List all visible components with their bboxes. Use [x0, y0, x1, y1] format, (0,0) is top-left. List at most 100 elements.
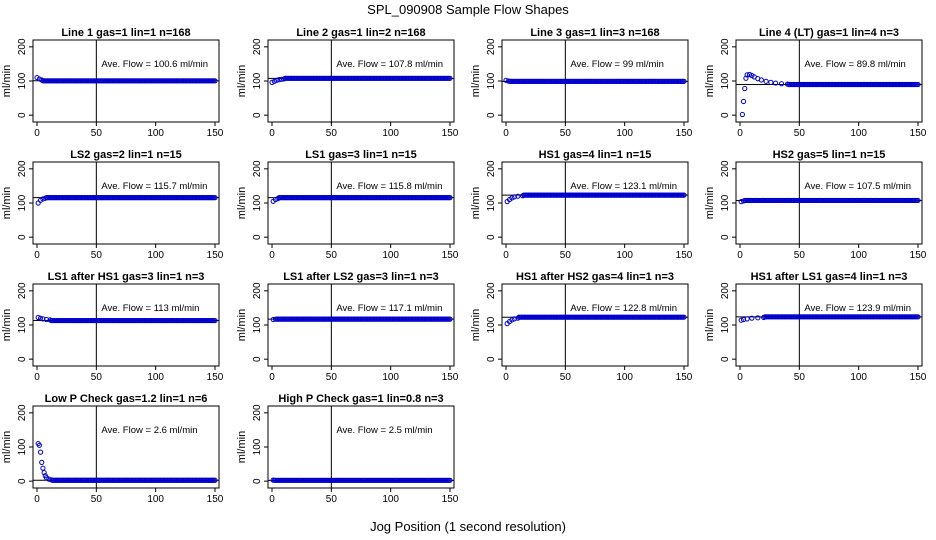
- data-point: [447, 316, 453, 322]
- x-tick-label: 150: [676, 250, 693, 261]
- panel: LS1 after LS2 gas=3 lin=1 n=3 ml/min 0 100 2…: [236, 271, 459, 383]
- annotation-backing: [333, 302, 446, 314]
- x-tick-label: 0: [737, 250, 743, 261]
- x-tick-label: 0: [34, 250, 40, 261]
- panel: LS1 gas=3 lin=1 n=15 ml/min 0 100 200 0 50 100 1…: [236, 149, 459, 261]
- x-tick-label: 100: [382, 494, 399, 505]
- panel-title: Low P Check gas=1.2 lin=1 n=6: [45, 393, 208, 405]
- y-tick-label: 200: [17, 404, 28, 421]
- y-tick-label: 100: [486, 72, 497, 89]
- panel: Low P Check gas=1.2 lin=1 n=6 ml/min 0 100 2…: [1, 393, 224, 505]
- x-tick-label: 0: [269, 372, 275, 383]
- y-axis-label: ml/min: [236, 187, 248, 219]
- panel-title: Line 4 (LT) gas=1 lin=4 n=3: [759, 27, 899, 39]
- annotation-backing: [801, 58, 909, 70]
- x-tick-label: 0: [269, 250, 275, 261]
- ave-flow-annotation: Ave. Flow = 2.5 ml/min: [336, 425, 432, 436]
- x-tick-label: 100: [147, 250, 164, 261]
- y-axis-label: ml/min: [1, 65, 13, 97]
- data-point: [744, 316, 750, 322]
- y-tick-label: 200: [720, 38, 731, 55]
- data-point: [509, 317, 515, 323]
- y-tick-label: 200: [252, 38, 263, 55]
- x-tick-label: 0: [503, 250, 509, 261]
- panel-title: Line 2 gas=1 lin=2 n=168: [296, 27, 425, 39]
- x-tick-label: 100: [616, 128, 633, 139]
- y-tick-label: 0: [252, 478, 263, 484]
- y-tick-label: 200: [17, 282, 28, 299]
- data-point: [739, 111, 745, 118]
- data-point: [447, 75, 453, 81]
- panel-title: Line 1 gas=1 lin=1 n=168: [61, 27, 190, 39]
- y-tick-label: 200: [252, 160, 263, 177]
- x-tick-label: 0: [34, 372, 40, 383]
- x-tick-label: 50: [794, 250, 806, 261]
- y-axis-label: ml/min: [236, 309, 248, 341]
- panel-title: High P Check gas=1 lin=0.8 n=3: [278, 393, 443, 405]
- x-tick-label: 150: [910, 372, 927, 383]
- annotation-backing: [801, 302, 915, 314]
- panel: Line 4 (LT) gas=1 lin=4 n=3 ml/min 0 100 200…: [704, 27, 927, 139]
- x-tick-label: 50: [794, 128, 806, 139]
- x-tick-label: 0: [34, 128, 40, 139]
- data-point: [36, 442, 42, 448]
- data-point: [749, 315, 755, 321]
- x-tick-label: 150: [442, 494, 459, 505]
- panel-title: LS1 after LS2 gas=3 lin=1 n=3: [283, 271, 439, 283]
- annotation-backing: [333, 58, 447, 70]
- panel: HS1 after LS1 gas=4 lin=1 n=3 ml/min 0 100 2…: [704, 271, 927, 383]
- x-tick-label: 0: [737, 372, 743, 383]
- x-tick-label: 0: [737, 128, 743, 139]
- data-point: [212, 477, 218, 483]
- x-tick-label: 150: [910, 250, 927, 261]
- annotation-backing: [333, 180, 446, 192]
- data-point: [35, 200, 41, 206]
- data-point: [212, 317, 218, 324]
- x-tick-label: 50: [91, 494, 103, 505]
- data-point: [511, 194, 517, 200]
- ave-flow-annotation: Ave. Flow = 123.9 ml/min: [804, 303, 911, 314]
- plot-frame: [267, 161, 455, 245]
- x-tick-label: 100: [382, 128, 399, 139]
- y-tick-label: 0: [17, 478, 28, 484]
- panel-grid: Line 1 gas=1 lin=1 n=168 ml/min 0 100 200 0 50…: [1, 27, 927, 505]
- figure-xlabel: Jog Position (1 second resolution): [370, 519, 566, 534]
- x-tick-label: 100: [850, 372, 867, 383]
- x-tick-label: 150: [442, 372, 459, 383]
- data-point: [778, 81, 785, 87]
- ave-flow-annotation: Ave. Flow = 122.8 ml/min: [570, 303, 677, 314]
- y-axis-label: ml/min: [236, 431, 248, 463]
- data-point: [271, 78, 277, 84]
- x-tick-label: 150: [207, 128, 224, 139]
- data-point: [509, 195, 515, 201]
- panel: LS1 after HS1 gas=3 lin=1 n=3 ml/min 0 100 2…: [1, 271, 224, 383]
- data-point: [515, 193, 521, 199]
- panel: Line 1 gas=1 lin=1 n=168 ml/min 0 100 200 0 50…: [1, 27, 224, 139]
- data-point: [744, 72, 750, 78]
- x-tick-label: 100: [147, 494, 164, 505]
- y-tick-label: 200: [486, 282, 497, 299]
- data-point: [35, 314, 41, 321]
- y-axis-label: ml/min: [704, 309, 716, 341]
- x-tick-label: 50: [91, 372, 103, 383]
- data-point: [212, 78, 218, 84]
- y-tick-label: 0: [486, 112, 497, 118]
- panel-title: HS1 gas=4 lin=1 n=15: [539, 149, 652, 161]
- y-axis-label: ml/min: [1, 431, 13, 463]
- plot-frame: [32, 405, 220, 489]
- data-point: [763, 78, 769, 84]
- x-tick-label: 100: [850, 250, 867, 261]
- x-tick-label: 0: [269, 494, 275, 505]
- data-point: [755, 315, 761, 321]
- y-tick-label: 200: [486, 160, 497, 177]
- x-tick-label: 100: [850, 128, 867, 139]
- annotation-backing: [801, 180, 915, 192]
- data-point: [740, 316, 747, 323]
- data-point: [681, 192, 687, 198]
- y-tick-label: 200: [252, 404, 263, 421]
- ave-flow-annotation: Ave. Flow = 107.8 ml/min: [336, 59, 443, 70]
- x-tick-label: 100: [382, 250, 399, 261]
- ave-flow-annotation: Ave. Flow = 89.8 ml/min: [804, 59, 905, 70]
- data-point: [40, 316, 46, 322]
- y-tick-label: 0: [252, 356, 263, 362]
